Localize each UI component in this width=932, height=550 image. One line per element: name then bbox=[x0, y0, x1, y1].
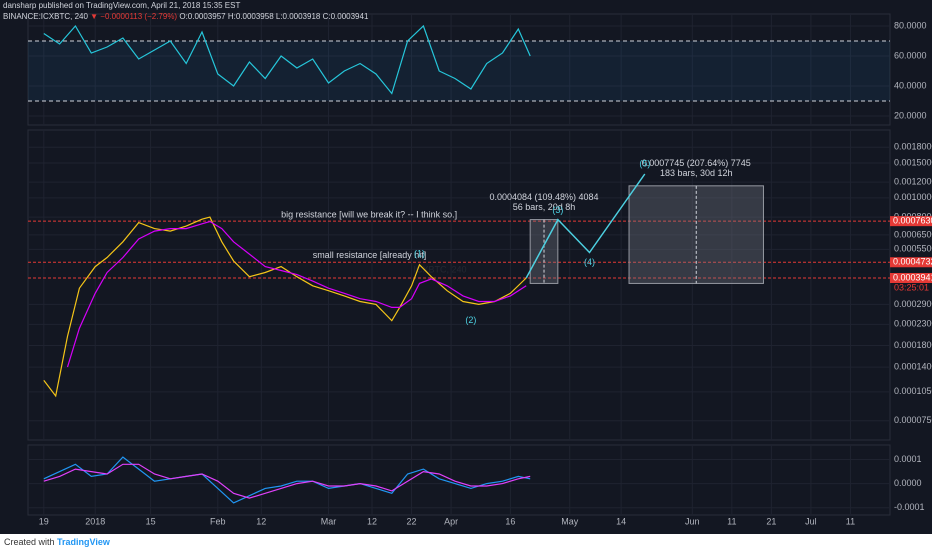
created: Created with bbox=[4, 537, 55, 547]
change: ▼ −0.0000113 (−2.79%) bbox=[90, 12, 178, 21]
y-tick-label: 40.0000 bbox=[894, 80, 927, 90]
measure-text: 0.0007745 (207.64%) 7745 bbox=[642, 158, 751, 168]
panel-frame bbox=[27, 129, 891, 441]
price-label: 0.0003941 bbox=[893, 272, 932, 282]
series-line bbox=[43, 216, 527, 398]
level-band bbox=[28, 41, 890, 101]
symbol: BINANCE:ICXBTC, 240 bbox=[3, 12, 88, 21]
y-tick-label: 80.0000 bbox=[894, 20, 927, 30]
x-tick-label: 15 bbox=[146, 516, 156, 526]
annotation: big resistance [will we break it? -- I t… bbox=[281, 209, 457, 219]
x-tick-label: 14 bbox=[616, 516, 626, 526]
x-tick-label: 22 bbox=[407, 516, 417, 526]
line bbox=[43, 24, 531, 95]
watermark: ICXBTC, 240 bbox=[413, 264, 466, 274]
x-tick-label: Apr bbox=[444, 516, 458, 526]
y-tick-label: 0.0000750 bbox=[894, 415, 932, 425]
symbol-line: BINANCE:ICXBTC, 240 ▼ −0.0000113 (−2.79%… bbox=[3, 12, 368, 21]
chart: 19 2018 15 Feb 12 Mar 12 22 Apr 16 May 14 Jun 11 21 Jul… bbox=[27, 13, 932, 526]
series-line bbox=[43, 456, 531, 504]
x-tick-label: 21 bbox=[766, 516, 776, 526]
x-tick-label: 12 bbox=[367, 516, 377, 526]
price-label-bg bbox=[890, 216, 932, 227]
y-tick-label: 60.0000 bbox=[894, 50, 927, 60]
x-tick-label: 12 bbox=[256, 516, 266, 526]
publisher: dansharp published on TradingView.com, A… bbox=[3, 1, 241, 10]
ohlc: O:0.0003957 H:0.0003958 L:0.0003918 C:0.… bbox=[179, 12, 369, 21]
footer: Created with TradingView bbox=[0, 534, 932, 550]
y-tick-label: 0.0000 bbox=[894, 478, 922, 488]
wave-line bbox=[525, 173, 646, 279]
panel-frame bbox=[27, 13, 891, 126]
series-line bbox=[66, 220, 527, 368]
price-label-bg bbox=[890, 273, 932, 284]
x-tick-label: May bbox=[561, 516, 579, 526]
countdown: 03:25:01 bbox=[894, 282, 929, 292]
series-line bbox=[43, 463, 531, 499]
x-tick-label: 11 bbox=[846, 516, 855, 526]
measure-text: 56 bars, 20d 8h bbox=[513, 202, 576, 212]
price-label: 0.0007630 bbox=[893, 216, 932, 226]
wave-label: (2) bbox=[465, 315, 476, 325]
x-tick-label: Jul bbox=[805, 516, 817, 526]
wave-label: (1) bbox=[414, 249, 425, 259]
y-tick-label: 0.0001 bbox=[894, 454, 922, 464]
x-tick-label: 2018 bbox=[85, 516, 105, 526]
wave-label: (5) bbox=[639, 158, 650, 168]
wave-label: (3) bbox=[552, 205, 563, 215]
y-tick-label: 20.0000 bbox=[894, 110, 927, 120]
x-tick-label: 16 bbox=[505, 516, 515, 526]
price-label-bg bbox=[890, 257, 932, 268]
x-tick-label: Feb bbox=[210, 516, 226, 526]
brand[interactable]: TradingView bbox=[57, 537, 110, 547]
x-tick-label: 11 bbox=[727, 516, 736, 526]
x-tick-label: Jun bbox=[685, 516, 700, 526]
x-tick-label: 19 bbox=[39, 516, 49, 526]
measure-text: 0.0004084 (109.48%) 4084 bbox=[489, 192, 598, 202]
panel-frame bbox=[27, 444, 891, 516]
price-label: 0.0004732 bbox=[893, 257, 932, 267]
annotation: small resistance [already hit] bbox=[313, 250, 427, 260]
wave-label: (4) bbox=[584, 257, 595, 267]
y-tick-label: -0.0001 bbox=[894, 502, 925, 512]
measure-text: 183 bars, 30d 12h bbox=[660, 168, 733, 178]
x-tick-label: Mar bbox=[321, 516, 337, 526]
